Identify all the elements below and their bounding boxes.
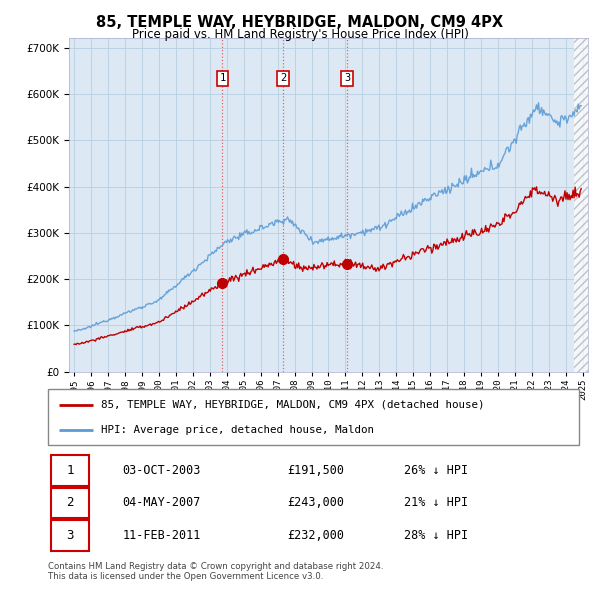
Text: 85, TEMPLE WAY, HEYBRIDGE, MALDON, CM9 4PX (detached house): 85, TEMPLE WAY, HEYBRIDGE, MALDON, CM9 4…	[101, 399, 485, 409]
Text: 2: 2	[280, 73, 286, 83]
FancyBboxPatch shape	[50, 455, 89, 486]
Bar	[574, 38, 588, 372]
Text: 85, TEMPLE WAY, HEYBRIDGE, MALDON, CM9 4PX: 85, TEMPLE WAY, HEYBRIDGE, MALDON, CM9 4…	[97, 15, 503, 30]
Text: 1: 1	[66, 464, 74, 477]
FancyBboxPatch shape	[50, 488, 89, 518]
Text: 11-FEB-2011: 11-FEB-2011	[122, 529, 201, 542]
Text: Contains HM Land Registry data © Crown copyright and database right 2024.: Contains HM Land Registry data © Crown c…	[48, 562, 383, 571]
Text: £243,000: £243,000	[287, 496, 344, 510]
Bar	[574, 38, 588, 372]
Text: 03-OCT-2003: 03-OCT-2003	[122, 464, 201, 477]
Text: 3: 3	[344, 73, 350, 83]
Text: 26% ↓ HPI: 26% ↓ HPI	[404, 464, 468, 477]
Text: £191,500: £191,500	[287, 464, 344, 477]
Text: £232,000: £232,000	[287, 529, 344, 542]
Text: 04-MAY-2007: 04-MAY-2007	[122, 496, 201, 510]
Text: This data is licensed under the Open Government Licence v3.0.: This data is licensed under the Open Gov…	[48, 572, 323, 581]
Text: 1: 1	[220, 73, 226, 83]
Text: Price paid vs. HM Land Registry's House Price Index (HPI): Price paid vs. HM Land Registry's House …	[131, 28, 469, 41]
FancyBboxPatch shape	[50, 520, 89, 551]
Text: 2: 2	[66, 496, 74, 510]
Text: HPI: Average price, detached house, Maldon: HPI: Average price, detached house, Mald…	[101, 425, 374, 435]
FancyBboxPatch shape	[48, 389, 579, 445]
Text: 3: 3	[66, 529, 74, 542]
Text: 28% ↓ HPI: 28% ↓ HPI	[404, 529, 468, 542]
Text: 21% ↓ HPI: 21% ↓ HPI	[404, 496, 468, 510]
